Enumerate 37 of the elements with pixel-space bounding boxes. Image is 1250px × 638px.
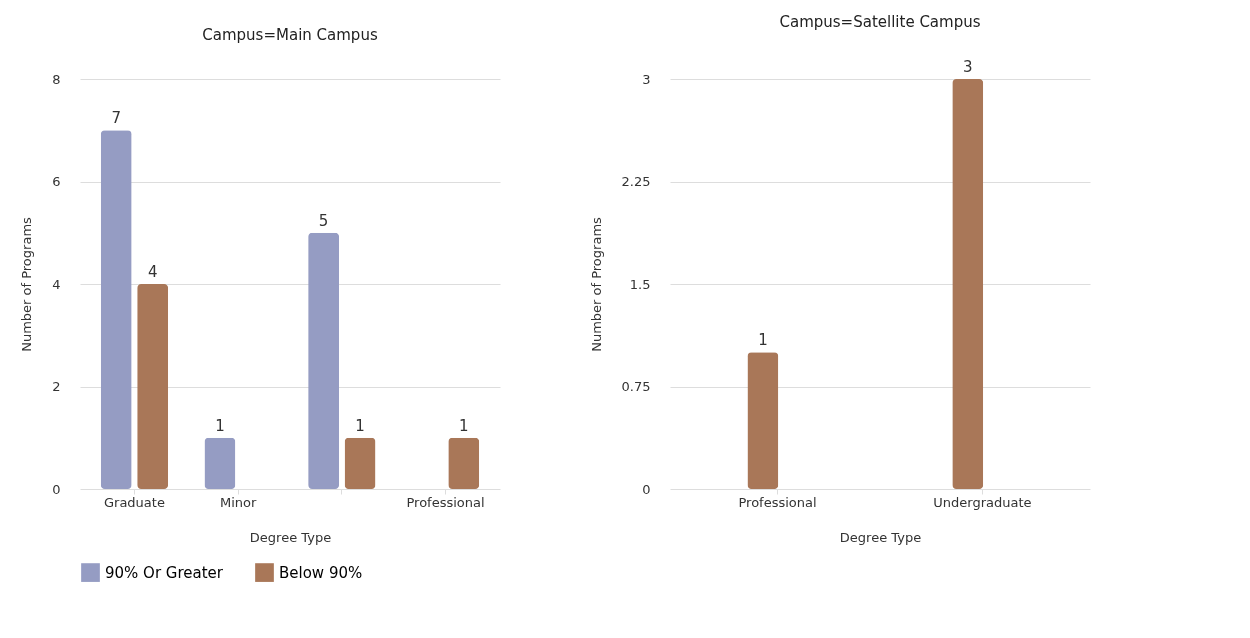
x-tick-label: Minor bbox=[219, 494, 257, 510]
data-label: 1 bbox=[215, 416, 225, 435]
bar bbox=[100, 130, 132, 489]
bar bbox=[344, 437, 376, 489]
x-axis-title: Degree Type bbox=[249, 529, 332, 545]
data-label: 3 bbox=[963, 58, 973, 76]
y-tick-label: 8 bbox=[52, 71, 61, 87]
x-tick-label: Graduate bbox=[103, 494, 165, 510]
y-axis-title: Number of Programs bbox=[19, 216, 35, 352]
x-tick-label: Undergraduate bbox=[933, 494, 1032, 510]
y-tick-label: 0.75 bbox=[621, 379, 651, 394]
bar bbox=[137, 284, 169, 489]
y-tick-label: 3 bbox=[642, 71, 651, 87]
y-tick-label: 6 bbox=[52, 174, 61, 189]
data-label: 1 bbox=[355, 416, 365, 435]
chart-title: Campus=Main Campus bbox=[202, 26, 378, 44]
x-tick-label: Professional bbox=[738, 494, 817, 510]
data-label: 1 bbox=[459, 416, 469, 435]
bar bbox=[204, 437, 236, 489]
data-label: 7 bbox=[111, 109, 121, 128]
y-tick-label: 2.25 bbox=[621, 174, 651, 189]
legend-label: 90% Or Greater bbox=[105, 563, 224, 582]
bar bbox=[448, 437, 480, 489]
y-tick-label: 2 bbox=[52, 379, 61, 394]
legend-label: Below 90% bbox=[279, 563, 363, 582]
bar bbox=[308, 232, 340, 489]
x-tick-label: Professional bbox=[406, 494, 485, 510]
y-tick-label: 4 bbox=[52, 276, 61, 292]
data-label: 4 bbox=[147, 263, 158, 281]
y-tick-label: 0 bbox=[642, 481, 651, 497]
y-axis-title: Number of Programs bbox=[588, 216, 604, 352]
data-label: 5 bbox=[318, 211, 329, 230]
chart-title: Campus=Satellite Campus bbox=[779, 13, 981, 31]
y-tick-label: 0 bbox=[52, 481, 61, 497]
y-tick-label: 1.5 bbox=[629, 276, 651, 292]
x-axis-title: Degree Type bbox=[839, 529, 922, 545]
data-label: 1 bbox=[758, 331, 768, 350]
